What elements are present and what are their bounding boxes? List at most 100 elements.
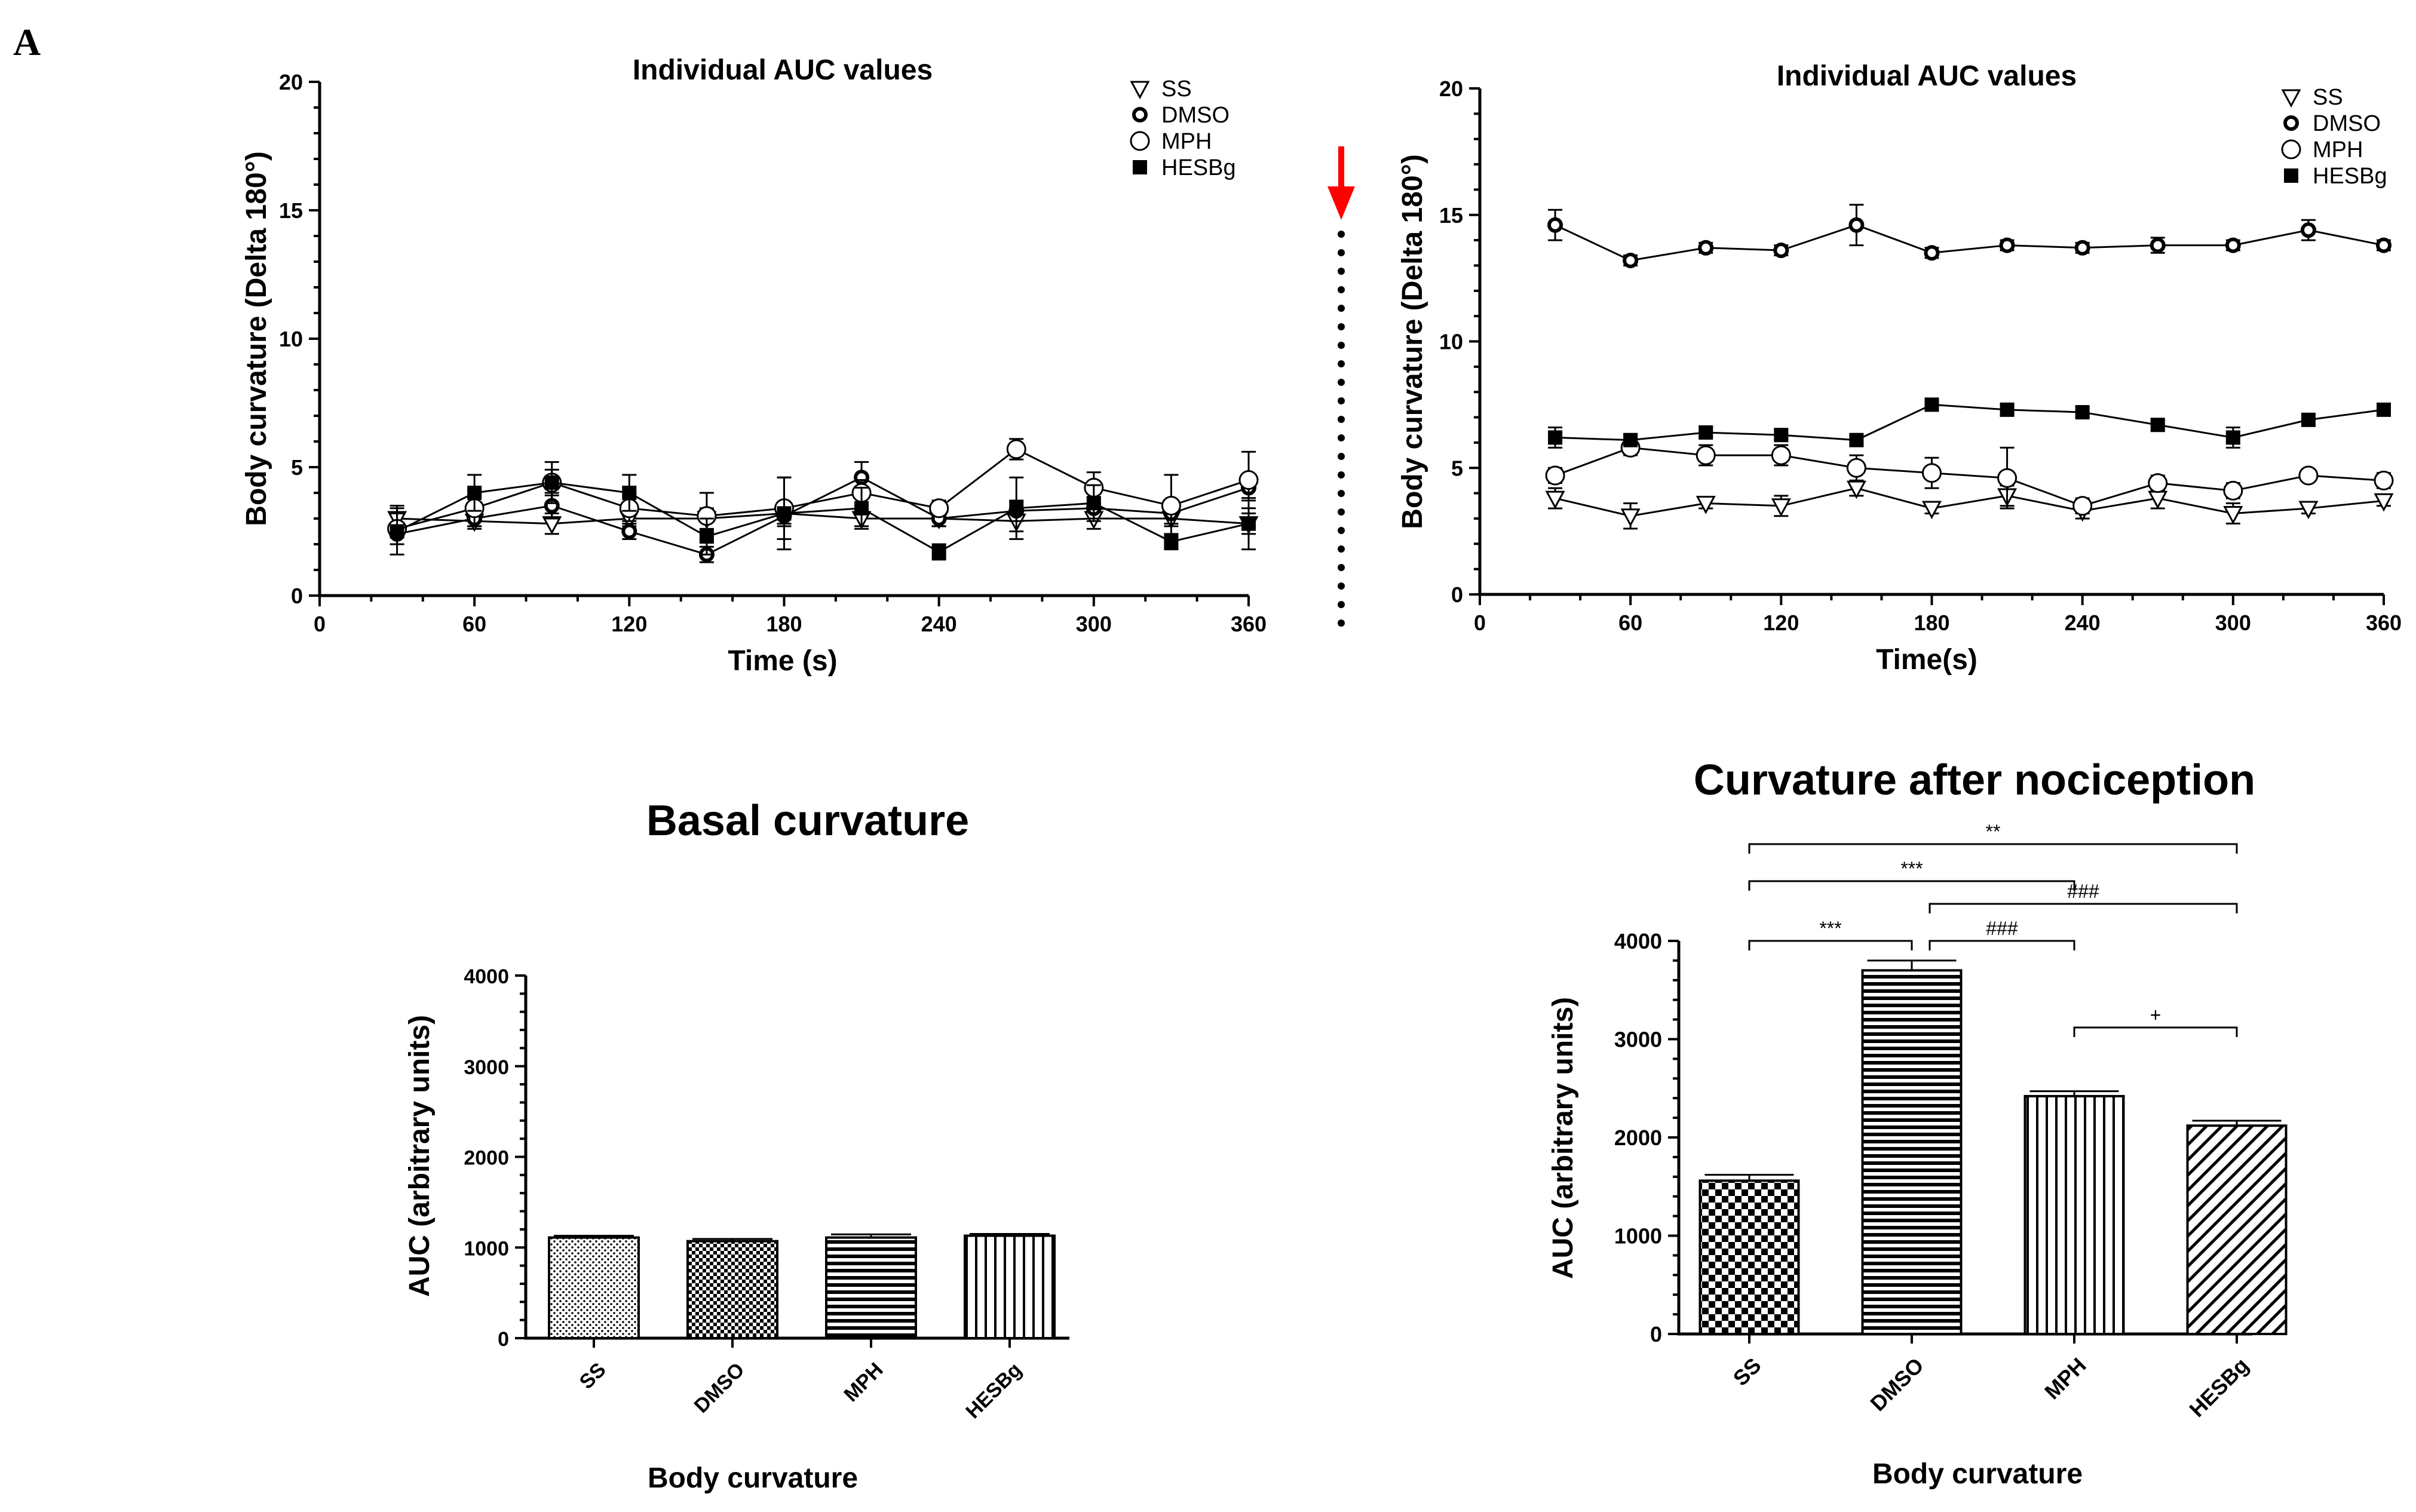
data-point [2374,470,2394,490]
y-tick-label: 0 [1451,582,1463,607]
data-point [2150,237,2166,253]
significance-label: ### [1986,918,2018,939]
bar-mph [2023,1090,2125,1336]
bar-dmso [1861,959,1963,1335]
y-axis-label: AUC (arbitrary units) [404,1015,436,1297]
legend-marker [1132,107,1148,122]
bar [2023,1094,2125,1336]
chart-title: Curvature after nociception [1694,756,2255,804]
data-point [2072,496,2093,516]
separator-dot [1338,305,1345,312]
series-mph [1545,437,2394,516]
data-point [1999,237,2015,253]
x-tick-label: 120 [611,612,647,636]
y-tick-label: 0 [1650,1322,1662,1347]
x-tick-label: 360 [2366,611,2402,635]
data-point [1006,439,1026,459]
bar [2186,1124,2288,1335]
significance-label: *** [1819,918,1841,939]
bracket-line [1748,940,1913,950]
chart-basal-curvature: Basal curvature 0 1000 2000 3000 4000 SS DMSO MP… [404,797,1069,1494]
data-point [1771,445,1791,465]
data-point [467,486,482,500]
significance-bracket: ### [1928,881,2238,913]
y-tick-label: 4000 [1614,929,1662,953]
bar [548,1236,640,1340]
separator-dot [1338,360,1345,367]
data-point [931,544,946,559]
bar-mph [825,1233,917,1340]
separator-dot [1338,342,1345,349]
bar [964,1234,1056,1339]
bracket-line [1928,940,2075,950]
y-tick-label: 2000 [1614,1125,1662,1150]
bar-hesbg [2186,1120,2288,1335]
data-point [2298,501,2319,520]
legend-marker [2283,115,2299,131]
chart-title: Basal curvature [646,797,969,845]
separator-dot [1338,453,1345,460]
legend-marker [1130,81,1150,100]
separator-dot [1338,564,1345,571]
data-point [929,498,949,519]
data-point [621,523,637,539]
bar [1698,1179,1800,1335]
separator-dot [1338,397,1345,404]
bar [825,1236,917,1340]
y-tick-label: 3000 [1614,1028,1662,1052]
y-tick-label: 20 [1439,76,1463,101]
data-point [1161,496,1181,516]
data-point [1924,397,1939,412]
data-point [390,524,404,539]
legend-marker [1133,160,1147,174]
data-point [777,506,792,521]
data-point [2000,402,2015,417]
x-tick-label: 180 [766,612,802,636]
y-axis-label: Body curvature (Delta 180°) [1397,154,1428,529]
series-line [1555,224,2384,262]
x-tick-label: 0 [1474,611,1486,635]
series-line [396,481,1249,553]
bracket-line [2073,1026,2238,1037]
data-point [1623,252,1639,268]
data-point [2075,405,2090,420]
data-point [1771,498,1791,517]
x-tick-label: 240 [921,612,957,636]
x-tick-label: HESBg [961,1358,1026,1423]
series-ss [1545,479,2394,530]
y-axis-label: AUC (arbitrary units) [1547,997,1579,1279]
arrow-down-icon [1327,186,1355,220]
legend-label: HESBg [2313,164,2387,189]
data-point [1696,496,1716,514]
dotted-separator [1338,231,1345,627]
data-point [1997,468,2018,488]
data-point [1698,425,1713,440]
y-axis-label: Body curvature (Delta 180°) [241,151,272,526]
data-point [2225,430,2240,445]
x-tick-label: SS [1728,1353,1766,1391]
bar-hesbg [964,1232,1056,1339]
chart-curvature-after-nociception: Curvature after nociception 0 1000 2000 3000… [1547,756,2288,1490]
y-tick-label: 4000 [464,965,509,988]
data-point [1241,516,1256,531]
x-tick-label: 300 [1076,612,1112,636]
data-point [2223,480,2243,501]
series-dmso [389,461,1256,563]
separator-dot [1338,619,1345,627]
separator-dot [1338,416,1345,423]
separator-dot [1338,545,1345,553]
legend-marker [1130,131,1150,151]
data-point [544,475,559,490]
chart-individual-auc-basal: Individual AUC values 0 5 10 15 20 0 60 120 180 24… [241,54,1267,677]
red-arrow-indicator [1327,146,1355,220]
x-tick-label: HESBg [2184,1353,2253,1422]
data-point [2300,222,2316,238]
y-tick-label: 15 [279,198,303,223]
series-hesbg [1548,397,2391,449]
y-tick-label: 3000 [464,1056,509,1079]
y-tick-label: 5 [291,455,303,480]
chart-title: Individual AUC values [1777,60,2077,92]
data-point [1849,433,1864,447]
data-point [1696,445,1716,465]
